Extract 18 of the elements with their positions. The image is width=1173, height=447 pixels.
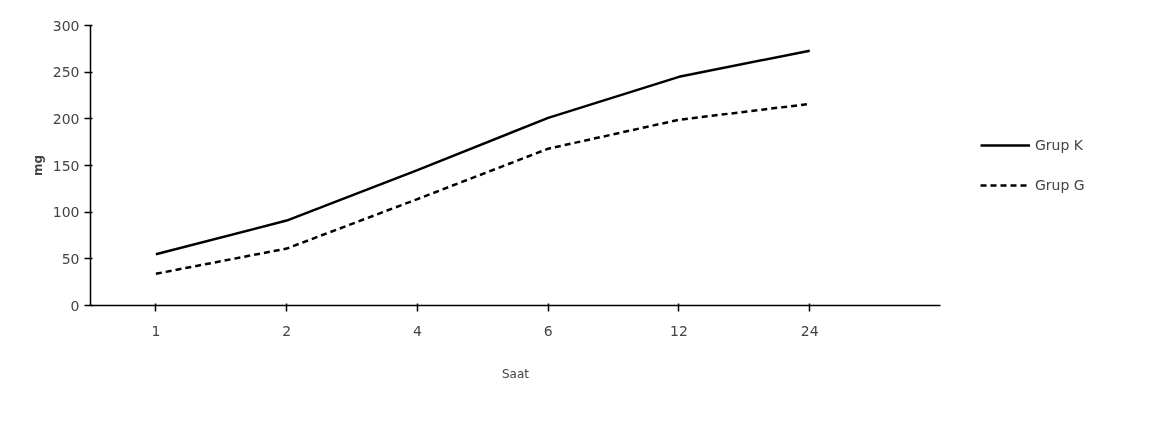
legend-label: Grup K [1035, 137, 1083, 153]
x-tick-label: 4 [412, 322, 422, 339]
y-tick-label: 300 [52, 17, 80, 34]
y-tick-label: 250 [52, 64, 80, 81]
y-tick-label: 200 [52, 110, 80, 127]
y-tick-label: 50 [61, 250, 80, 267]
legend-label: Grup G [1035, 177, 1085, 193]
y-tick-label: 100 [52, 204, 80, 221]
x-tick-label: 1 [151, 322, 161, 339]
y-tick-label: 150 [52, 157, 80, 174]
x-tick-label: 2 [282, 322, 292, 339]
y-axis-title: mg [30, 154, 45, 177]
line-series [154, 49, 811, 256]
x-tick-label: 6 [543, 322, 553, 339]
x-tick-label: 12 [670, 322, 688, 339]
x-tick-label: 24 [800, 322, 819, 339]
x-axis-title: Saat [501, 366, 530, 381]
y-tick-label: 0 [70, 297, 80, 314]
